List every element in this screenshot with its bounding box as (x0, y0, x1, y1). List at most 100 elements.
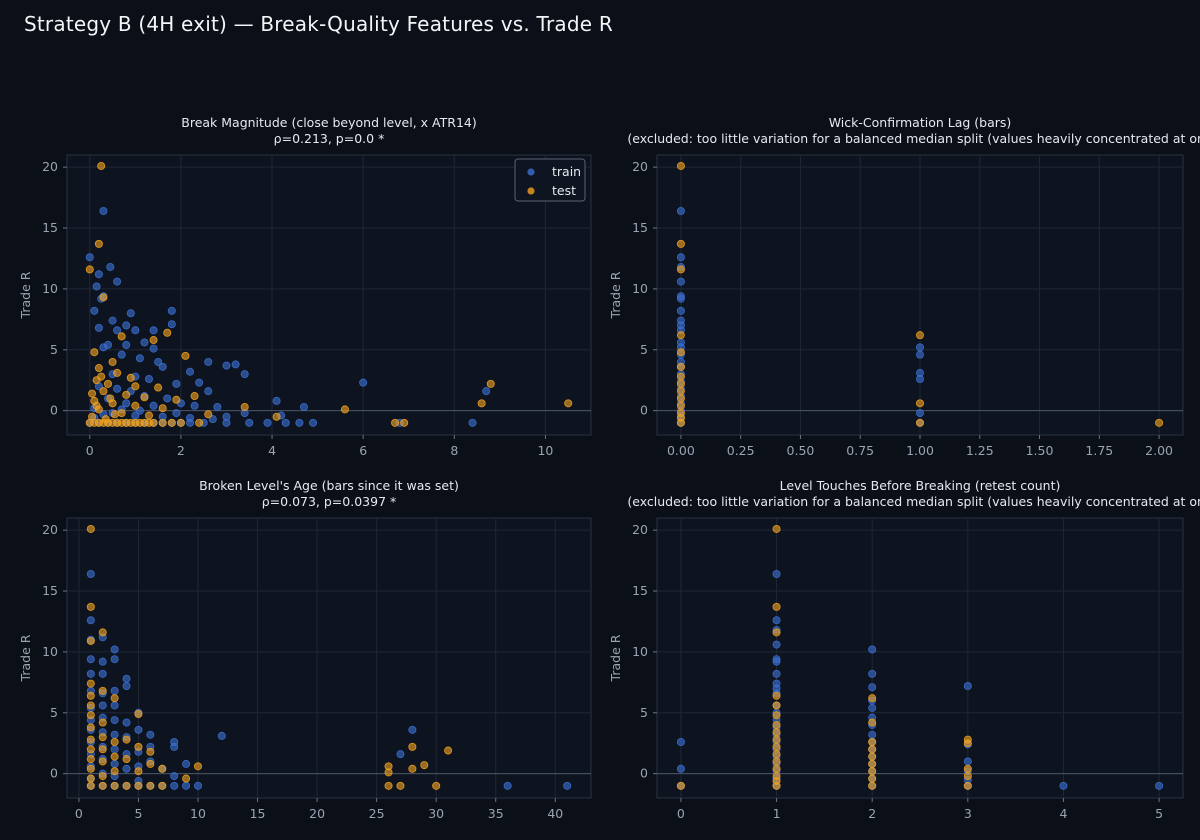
point-train (204, 387, 213, 396)
y-tick-label: 0 (50, 403, 58, 418)
point-train (676, 277, 685, 286)
point-train (98, 657, 107, 666)
x-tick-label: 35 (488, 806, 504, 821)
point-test (772, 711, 781, 720)
point-train (170, 772, 179, 781)
point-train (263, 418, 272, 427)
y-tick-label: 20 (632, 522, 648, 537)
point-train (117, 350, 126, 359)
point-train (145, 374, 154, 383)
point-train (86, 669, 95, 678)
x-tick-label: 0.75 (846, 443, 874, 458)
x-tick-label: 1.75 (1085, 443, 1113, 458)
point-test (868, 781, 877, 790)
point-test (131, 382, 140, 391)
point-test (131, 401, 140, 410)
y-tick-label: 15 (632, 220, 648, 235)
point-train (186, 367, 195, 376)
point-test (85, 265, 94, 274)
point-test (676, 418, 685, 427)
y-axis-label: Trade R (608, 634, 623, 682)
point-test (108, 357, 117, 366)
point-train (916, 350, 925, 359)
point-test (86, 723, 95, 732)
point-test (676, 394, 685, 403)
point-test (676, 387, 685, 396)
point-test (158, 781, 167, 790)
point-train (85, 253, 94, 262)
point-test (477, 399, 486, 408)
y-tick-label: 10 (632, 644, 648, 659)
point-train (772, 570, 781, 579)
point-test (1155, 418, 1164, 427)
y-tick-label: 0 (640, 403, 648, 418)
point-test (94, 239, 103, 248)
point-train (676, 764, 685, 773)
point-train (295, 418, 304, 427)
point-train (281, 418, 290, 427)
point-test (134, 710, 143, 719)
point-train (110, 655, 119, 664)
y-tick-label: 20 (632, 159, 648, 174)
point-test (772, 602, 781, 611)
point-test (104, 379, 113, 388)
x-tick-label: 1 (773, 806, 781, 821)
y-tick-label: 10 (42, 644, 58, 659)
y-axis-label: Trade R (18, 271, 33, 319)
point-test (676, 161, 685, 170)
point-train (110, 645, 119, 654)
point-train (868, 730, 877, 739)
point-train (146, 730, 155, 739)
point-test (916, 331, 925, 340)
x-tick-label: 4 (1059, 806, 1067, 821)
y-tick-label: 10 (42, 281, 58, 296)
y-tick-label: 5 (640, 342, 648, 357)
x-tick-label: 25 (369, 806, 385, 821)
point-test (676, 401, 685, 410)
point-test (963, 772, 972, 781)
point-test (90, 348, 99, 357)
panel-title: Level Touches Before Breaking (retest co… (780, 478, 1061, 493)
point-train (122, 682, 131, 691)
point-test (106, 394, 115, 403)
point-train (110, 759, 119, 768)
panel-title: Broken Level's Age (bars since it was se… (199, 478, 459, 493)
point-test (772, 701, 781, 710)
point-test (772, 524, 781, 533)
point-train (676, 738, 685, 747)
point-test (868, 774, 877, 783)
point-test (98, 772, 107, 781)
point-train (963, 682, 972, 691)
point-test (154, 383, 163, 392)
panel-subtitle: (excluded: too little variation for a ba… (627, 494, 1200, 509)
point-train (135, 406, 144, 415)
point-train (110, 745, 119, 754)
point-test (240, 402, 249, 411)
point-test (98, 718, 107, 727)
point-train (676, 206, 685, 215)
point-test (564, 399, 573, 408)
point-test (110, 694, 119, 703)
point-test (340, 405, 349, 414)
point-train (676, 253, 685, 262)
point-test (868, 767, 877, 776)
y-tick-label: 15 (632, 583, 648, 598)
point-test (444, 746, 453, 755)
x-tick-label: 2 (868, 806, 876, 821)
point-train (195, 378, 204, 387)
point-test (772, 720, 781, 729)
point-test (99, 293, 108, 302)
point-train (213, 402, 222, 411)
point-test (140, 393, 149, 402)
point-test (122, 755, 131, 764)
point-train (154, 357, 163, 366)
point-test (384, 781, 393, 790)
point-train (122, 340, 131, 349)
point-test (88, 389, 97, 398)
point-test (113, 368, 122, 377)
point-train (113, 326, 122, 335)
point-test (868, 759, 877, 768)
legend-label-train: train (552, 164, 581, 179)
point-test (772, 757, 781, 766)
point-train (1059, 781, 1068, 790)
